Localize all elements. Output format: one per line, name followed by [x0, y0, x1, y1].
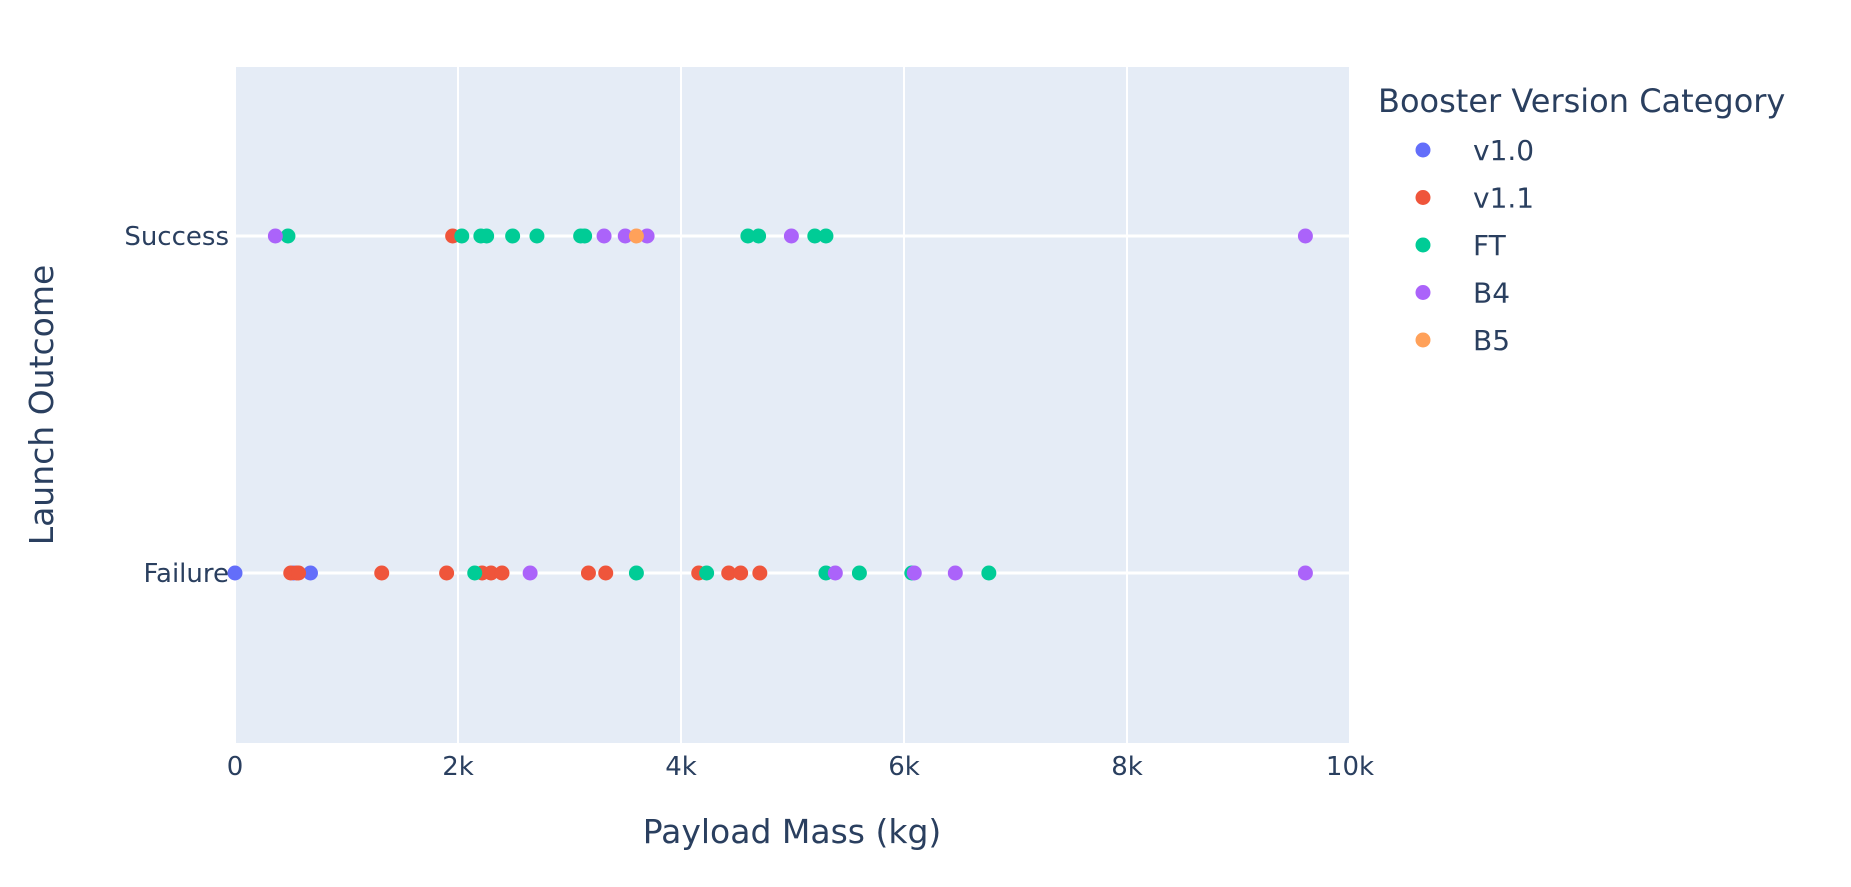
y-tick-label: Failure	[143, 559, 229, 589]
data-point	[596, 228, 612, 244]
y-axis-ticks: Failure Success	[124, 222, 229, 589]
data-point	[807, 228, 823, 244]
data-point	[981, 565, 997, 581]
data-point	[721, 565, 737, 581]
data-point	[529, 228, 545, 244]
data-point	[505, 228, 521, 244]
data-point	[577, 228, 593, 244]
data-point	[740, 228, 756, 244]
legend-item-b5[interactable]: B5	[1415, 324, 1511, 357]
legend-title: Booster Version Category	[1378, 82, 1785, 120]
x-axis-ticks: 0 2k 4k 6k 8k 10k	[227, 752, 1374, 782]
data-point	[818, 228, 834, 244]
data-point	[267, 228, 283, 244]
legend-label: v1.1	[1473, 182, 1534, 215]
data-point	[1297, 565, 1313, 581]
data-point	[522, 565, 538, 581]
legend-item-v1-0[interactable]: v1.0	[1415, 134, 1535, 167]
legend-label: v1.0	[1473, 134, 1534, 167]
data-point	[454, 228, 470, 244]
data-point	[598, 565, 614, 581]
data-point	[227, 565, 243, 581]
legend-label: B4	[1473, 277, 1510, 310]
data-point	[483, 565, 499, 581]
data-point	[752, 565, 768, 581]
legend-item-ft[interactable]: FT	[1415, 229, 1507, 262]
data-point	[479, 228, 495, 244]
data-point	[580, 565, 596, 581]
data-point	[291, 565, 307, 581]
legend-marker	[1415, 237, 1431, 253]
x-tick-label: 0	[227, 752, 244, 782]
data-point	[494, 565, 510, 581]
data-point	[699, 565, 715, 581]
legend-marker	[1415, 142, 1431, 158]
data-point	[733, 565, 749, 581]
legend-marker	[1415, 285, 1431, 300]
data-point	[617, 228, 633, 244]
data-point	[302, 565, 318, 581]
data-point	[467, 565, 483, 581]
data-point	[639, 228, 655, 244]
grid-lines	[234, 67, 1351, 743]
legend-label: FT	[1473, 229, 1507, 262]
x-tick-label: 10k	[1326, 752, 1374, 782]
x-tick-label: 4k	[665, 752, 697, 782]
data-points	[227, 228, 1313, 581]
x-axis-title: Payload Mass (kg)	[643, 812, 942, 851]
data-point	[628, 565, 644, 581]
data-point	[280, 228, 296, 244]
data-point	[827, 565, 843, 581]
data-point	[783, 228, 799, 244]
data-point	[906, 565, 922, 581]
data-point	[374, 565, 390, 581]
data-point	[628, 228, 644, 244]
data-point	[851, 565, 867, 581]
legend-marker	[1415, 190, 1431, 205]
x-tick-label: 8k	[1111, 752, 1143, 782]
y-tick-label: Success	[124, 222, 229, 252]
legend-item-b4[interactable]: B4	[1415, 277, 1511, 310]
legend-items: v1.0 v1.1 FT B4 B5	[1415, 134, 1535, 357]
data-point	[439, 565, 455, 581]
data-point	[947, 565, 963, 581]
legend-label: B5	[1473, 324, 1510, 357]
data-point	[1297, 228, 1313, 244]
legend: Booster Version Category v1.0 v1.1 FT B4 B5	[1378, 82, 1785, 357]
x-tick-label: 6k	[888, 752, 920, 782]
plot-area	[235, 67, 1350, 743]
series-b5	[628, 228, 644, 244]
x-tick-label: 2k	[442, 752, 474, 782]
legend-marker	[1415, 332, 1431, 348]
legend-item-v1-1[interactable]: v1.1	[1415, 182, 1535, 215]
series-b4	[267, 228, 1313, 581]
y-axis-title: Launch Outcome	[22, 265, 61, 546]
data-point	[751, 228, 767, 244]
